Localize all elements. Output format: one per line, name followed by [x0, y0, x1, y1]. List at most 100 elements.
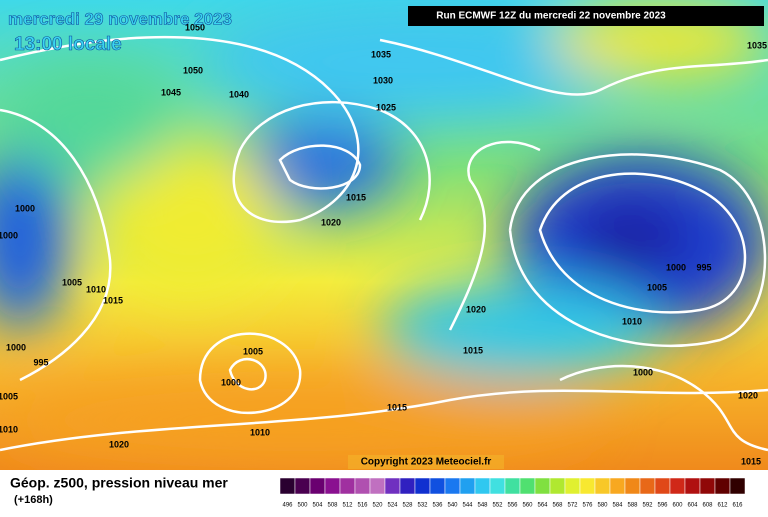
scale-swatch [579, 477, 596, 495]
copyright: Copyright 2023 Meteociel.fr [361, 457, 492, 468]
isobar-labels: 1050 1050 1045 1040 1035 1030 1025 1015 1020 1000… [0, 22, 767, 466]
scale-swatch [534, 477, 551, 495]
scale-label: 528 [402, 503, 413, 509]
scale-label: 500 [297, 503, 308, 509]
isobar-label: 1000 [0, 230, 18, 240]
scale-swatch [729, 477, 746, 495]
isobar-label: 1005 [62, 277, 82, 287]
scale-swatch [429, 477, 446, 495]
scale-swatch [414, 477, 431, 495]
isobar-label: 1020 [738, 390, 758, 400]
scale-label: 604 [687, 503, 698, 509]
isobar-label: 1010 [622, 316, 642, 326]
isobar-label: 1050 [183, 65, 203, 75]
isobar-label: 1050 [185, 22, 205, 32]
isobar-label: 1000 [15, 203, 35, 213]
isobar-label: 1015 [346, 192, 366, 202]
scale-swatch [504, 477, 521, 495]
scale-swatch [459, 477, 476, 495]
scale-swatch [324, 477, 341, 495]
scale-swatch [699, 477, 716, 495]
isobar-label: 1035 [747, 40, 767, 50]
scale-swatch [294, 477, 311, 495]
scale-label: 520 [372, 503, 383, 509]
legend-title: Géop. z500, pression niveau mer [10, 475, 228, 491]
scale-label: 596 [657, 503, 668, 509]
scale-label: 536 [432, 503, 443, 509]
date: mercredi 29 novembre 2023 [8, 9, 232, 28]
scale-label: 496 [282, 503, 293, 509]
isobar-label: 1005 [0, 391, 18, 401]
isobar-label: 1015 [741, 456, 761, 466]
isobar-label: 995 [33, 357, 48, 367]
scale-swatch [519, 477, 536, 495]
isobar-label: 1000 [221, 377, 241, 387]
isobar-label: 1020 [466, 304, 486, 314]
scale-swatch [384, 477, 401, 495]
isobar-label: 1005 [243, 346, 263, 356]
scale-swatch [309, 477, 326, 495]
scale-label: 588 [627, 503, 638, 509]
color-scale: 496 500 504 508 512 516 520 524 528 532 536 540 544 5… [279, 477, 746, 509]
scale-swatch [339, 477, 356, 495]
scale-label: 564 [537, 503, 548, 509]
scale-swatch [369, 477, 386, 495]
scale-swatch [399, 477, 416, 495]
field [0, 0, 768, 470]
isobars [0, 35, 768, 452]
scale-label: 552 [492, 503, 503, 509]
scale-label: 508 [327, 503, 338, 509]
scale-swatch [594, 477, 611, 495]
isobar-label: 995 [696, 262, 711, 272]
scale-label: 576 [582, 503, 593, 509]
scale-label: 616 [732, 503, 743, 509]
isobar-label: 1015 [387, 402, 407, 412]
isobar-label: 1010 [250, 427, 270, 437]
isobar-label: 1010 [0, 424, 18, 434]
time: 13:00 locale [14, 34, 122, 55]
isobar-label: 1015 [463, 345, 483, 355]
scale-label: 612 [717, 503, 728, 509]
isobar-label: 1005 [647, 282, 667, 292]
scale-label: 556 [507, 503, 518, 509]
scale-label: 608 [702, 503, 713, 509]
isobar-label: 1000 [666, 262, 686, 272]
copyright-bg [348, 455, 504, 469]
isobar-label: 1020 [321, 217, 341, 227]
scale-swatch [549, 477, 566, 495]
scale-swatch [714, 477, 731, 495]
scale-swatch [669, 477, 686, 495]
scale-swatch [564, 477, 581, 495]
isobar-label: 1000 [633, 367, 653, 377]
isobar-label: 1000 [6, 342, 26, 352]
isobar-label: 1030 [373, 75, 393, 85]
scale-label: 540 [447, 503, 458, 509]
scale-label: 560 [522, 503, 533, 509]
scale-label: 532 [417, 503, 428, 509]
lead-time: (+168h) [14, 494, 53, 506]
isobar-label: 1015 [103, 295, 123, 305]
scale-label: 572 [567, 503, 578, 509]
scale-label: 600 [672, 503, 683, 509]
scale-label: 584 [612, 503, 623, 509]
run-info: Run ECMWF 12Z du mercredi 22 novembre 20… [436, 11, 666, 22]
scale-label: 512 [342, 503, 353, 509]
scale-swatch [354, 477, 371, 495]
isobar-label: 1045 [161, 87, 181, 97]
scale-label: 544 [462, 503, 473, 509]
scale-swatch [474, 477, 491, 495]
isobar-label: 1025 [376, 102, 396, 112]
scale-label: 524 [387, 503, 398, 509]
scale-swatch [489, 477, 506, 495]
run-box [408, 6, 764, 26]
scale-swatch [624, 477, 641, 495]
scale-swatch [639, 477, 656, 495]
scale-label: 548 [477, 503, 488, 509]
scale-label: 568 [552, 503, 563, 509]
isobar-label: 1010 [86, 284, 106, 294]
scale-swatch [279, 477, 296, 495]
isobar-label: 1035 [371, 49, 391, 59]
scale-swatch [444, 477, 461, 495]
scale-label: 592 [642, 503, 653, 509]
